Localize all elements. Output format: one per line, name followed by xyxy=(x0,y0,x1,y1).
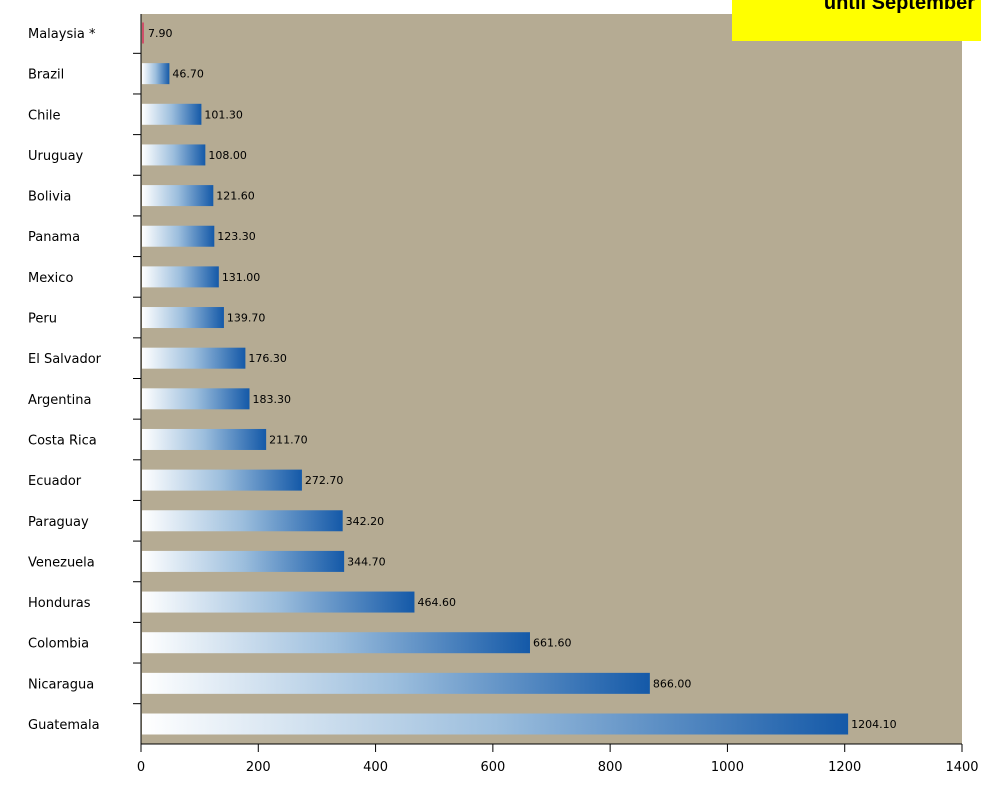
bar xyxy=(142,591,415,613)
value-label: 211.70 xyxy=(269,433,308,446)
value-label: 121.60 xyxy=(216,190,255,203)
bar xyxy=(142,307,224,329)
value-label: 46.70 xyxy=(172,68,204,81)
bar xyxy=(142,63,170,85)
bar xyxy=(142,185,214,207)
value-label: 342.20 xyxy=(346,515,385,528)
value-labels-layer: 7.90 46.70 101.30 108.00 121.60 123.30 131.00 1… xyxy=(148,27,897,731)
bar xyxy=(142,428,267,450)
x-tick-label: 600 xyxy=(480,760,505,775)
bar xyxy=(142,225,215,247)
x-tick-label: 800 xyxy=(598,760,623,775)
category-label: Mexico xyxy=(28,271,73,286)
category-labels-layer: Malaysia * Brazil Chile Uruguay Bolivia Panam… xyxy=(28,27,102,733)
value-label: 123.30 xyxy=(217,230,256,243)
x-ticks-layer: 0 200 400 600 800 1000 1200 1400 xyxy=(137,744,979,775)
x-tick-label: 1000 xyxy=(711,760,744,775)
category-label: Costa Rica xyxy=(28,433,97,448)
value-label: 101.30 xyxy=(204,108,243,121)
value-label: 344.70 xyxy=(347,555,386,568)
category-label: Chile xyxy=(28,108,61,123)
bar xyxy=(142,469,302,491)
category-label: Uruguay xyxy=(28,149,84,164)
value-label: 108.00 xyxy=(208,149,247,162)
category-label: Guatemala xyxy=(28,718,100,733)
x-tick-label: 1200 xyxy=(828,760,861,775)
value-label: 7.90 xyxy=(148,27,173,40)
value-label: 866.00 xyxy=(653,677,692,690)
category-label: Colombia xyxy=(28,637,89,652)
x-tick-label: 1400 xyxy=(945,760,978,775)
value-label: 183.30 xyxy=(252,393,291,406)
category-label: Brazil xyxy=(28,68,64,83)
x-tick-label: 0 xyxy=(137,760,145,775)
bar xyxy=(142,103,202,125)
value-label: 139.70 xyxy=(227,312,266,325)
category-label: Peru xyxy=(28,312,57,327)
value-label: 464.60 xyxy=(417,596,456,609)
x-tick-label: 200 xyxy=(246,760,271,775)
value-label: 131.00 xyxy=(222,271,261,284)
bars-layer xyxy=(133,22,849,735)
plot-area xyxy=(141,14,962,744)
category-label: Panama xyxy=(28,230,80,245)
category-label: Nicaragua xyxy=(28,677,94,692)
bar xyxy=(142,550,345,572)
bar xyxy=(142,22,144,44)
category-label: Paraguay xyxy=(28,515,89,530)
value-label: 1204.10 xyxy=(851,718,897,731)
bar xyxy=(142,347,246,369)
bar xyxy=(142,266,219,288)
category-label: Honduras xyxy=(28,596,91,611)
category-label: Argentina xyxy=(28,393,91,408)
value-label: 661.60 xyxy=(533,637,572,650)
category-label: El Salvador xyxy=(28,352,102,367)
value-label: 176.30 xyxy=(248,352,287,365)
category-label: Venezuela xyxy=(28,555,95,570)
bar xyxy=(142,713,849,735)
category-label: Malaysia * xyxy=(28,27,96,42)
value-label: 272.70 xyxy=(305,474,344,487)
category-label: Bolivia xyxy=(28,190,71,205)
bar xyxy=(142,388,250,410)
bar xyxy=(142,672,650,694)
bar xyxy=(142,632,530,654)
category-label: Ecuador xyxy=(28,474,82,489)
note-box: until September xyxy=(732,0,981,41)
x-tick-label: 400 xyxy=(363,760,388,775)
note-text: until September xyxy=(823,0,975,14)
bar xyxy=(142,144,206,166)
bar xyxy=(142,510,343,532)
